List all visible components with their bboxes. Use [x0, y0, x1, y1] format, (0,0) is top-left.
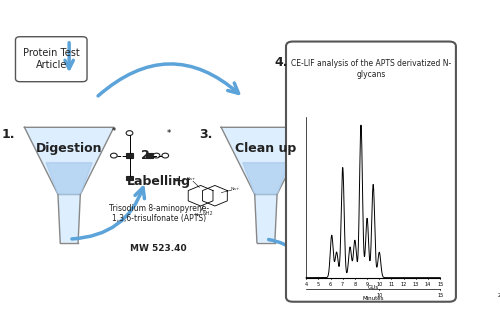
Text: 15: 15 [437, 282, 444, 287]
Text: Digestion: Digestion [36, 142, 102, 155]
Bar [126, 176, 133, 180]
Text: GUs: GUs [368, 285, 379, 290]
Polygon shape [221, 127, 310, 194]
Bar [126, 153, 133, 158]
Polygon shape [24, 127, 114, 194]
Polygon shape [58, 194, 80, 243]
FancyBboxPatch shape [16, 37, 87, 82]
FancyBboxPatch shape [286, 41, 456, 302]
Text: 4.: 4. [274, 56, 288, 69]
Text: Labelling: Labelling [126, 175, 190, 188]
Text: CE-LIF analysis of the APTS derivatized N-
glycans: CE-LIF analysis of the APTS derivatized … [291, 59, 451, 78]
Text: 5: 5 [317, 282, 320, 287]
Text: 12: 12 [400, 282, 407, 287]
Text: Trisodium 8-aminopyrene-
1,3,6-trisulfonate (APTS): Trisodium 8-aminopyrene- 1,3,6-trisulfon… [108, 204, 208, 223]
Text: 9: 9 [366, 282, 368, 287]
Text: Na+: Na+ [186, 177, 196, 181]
Text: 10: 10 [376, 293, 382, 298]
Text: +: + [172, 174, 185, 189]
Text: 6: 6 [329, 282, 332, 287]
Text: 20: 20 [498, 293, 500, 298]
Text: 3.: 3. [199, 128, 212, 141]
Text: *: * [166, 129, 171, 138]
Circle shape [162, 153, 168, 158]
Text: 11: 11 [388, 282, 394, 287]
Text: 2.: 2. [140, 149, 154, 162]
Polygon shape [243, 163, 289, 194]
Circle shape [110, 153, 117, 158]
FancyArrowPatch shape [268, 239, 312, 274]
Text: 13: 13 [412, 282, 419, 287]
Polygon shape [254, 194, 277, 243]
Polygon shape [46, 163, 92, 194]
Circle shape [153, 153, 160, 158]
Text: Minutes: Minutes [362, 296, 384, 301]
Text: 7: 7 [341, 282, 344, 287]
Text: 4: 4 [304, 282, 308, 287]
Text: 8: 8 [354, 282, 356, 287]
Text: 15: 15 [437, 293, 444, 298]
Text: 10: 10 [376, 282, 382, 287]
Text: 14: 14 [425, 282, 431, 287]
Text: 1.: 1. [2, 128, 16, 141]
Text: Protein Test
Article: Protein Test Article [23, 48, 80, 70]
Text: *: * [112, 127, 116, 136]
Text: MW 523.40: MW 523.40 [130, 244, 187, 253]
FancyArrowPatch shape [98, 64, 238, 96]
Text: Na+: Na+ [194, 213, 203, 217]
Text: Clean up: Clean up [236, 142, 296, 155]
Text: NH2: NH2 [202, 211, 213, 215]
Bar [146, 153, 153, 158]
Text: Na+: Na+ [230, 187, 239, 191]
Circle shape [126, 131, 133, 135]
FancyArrowPatch shape [72, 188, 144, 239]
